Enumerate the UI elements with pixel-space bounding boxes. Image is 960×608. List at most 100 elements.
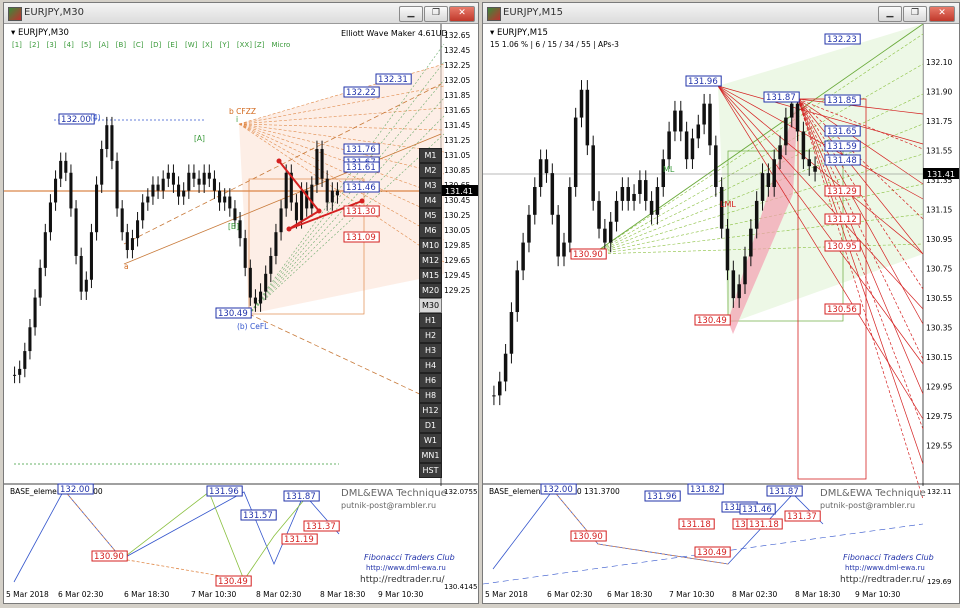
left-price-candle xyxy=(64,160,68,173)
right-price-box-blue: 132.23 xyxy=(827,35,857,45)
right-price-candle xyxy=(503,353,508,382)
wave-label: [A] xyxy=(194,134,205,143)
timeframe-button-m15[interactable]: M15 xyxy=(419,268,442,283)
close-button[interactable]: ✕ xyxy=(929,6,955,22)
right-sub-box-red: 131.37 xyxy=(787,512,817,522)
right-x-tick: 5 Mar 2018 xyxy=(485,590,528,599)
timeframe-button-m12[interactable]: M12 xyxy=(419,253,442,268)
right-price-candle xyxy=(533,187,537,215)
left-x-tick: 8 Mar 18:30 xyxy=(320,590,366,599)
green-fan-line xyxy=(248,61,445,315)
right-sub-box-red-box xyxy=(784,510,821,522)
wave-label: b CFZZ xyxy=(229,107,256,116)
right-price-candle xyxy=(492,395,496,397)
left-price-candle xyxy=(74,208,78,256)
timeframe-button-m1[interactable]: M1 xyxy=(419,148,442,163)
right-sub-box-blue: 131.57 xyxy=(724,503,754,513)
red-fan-line xyxy=(797,98,924,465)
left-chart-canvas[interactable]: ▾ EURJPY,M30 Elliott Wave Maker 4.61UD [1]… xyxy=(4,24,478,602)
right-chart-window[interactable]: EURJPY,M15 ▁ ❐ ✕ ▾ EURJPY,M15 15 1.06 % |… xyxy=(482,2,960,604)
timeframe-button-m20[interactable]: M20 xyxy=(419,283,442,298)
left-price-candle xyxy=(130,238,134,251)
left-price-candle xyxy=(151,184,155,197)
left-price-box-red-box xyxy=(343,231,380,243)
fib-fan-area xyxy=(239,64,444,314)
right-price-candle xyxy=(731,270,736,299)
right-chart-canvas[interactable]: ▾ EURJPY,M15 15 1.06 % | 6 / 15 / 34 / 55… xyxy=(483,24,959,602)
restore-button[interactable]: ❐ xyxy=(424,6,448,22)
wave-button: [E] xyxy=(168,41,178,49)
timeframe-button-h1[interactable]: H1 xyxy=(419,313,442,328)
minimize-button[interactable]: ▁ xyxy=(878,6,902,22)
timeframe-button-mn1[interactable]: MN1 xyxy=(419,448,442,463)
left-chart-window[interactable]: EURJPY,M30 ▁ ❐ ✕ ▾ EURJPY,M30 Elliott Wav… xyxy=(3,2,479,604)
red-fan-line-b xyxy=(717,85,924,310)
timeframe-button-h3[interactable]: H3 xyxy=(419,343,442,358)
wave-point xyxy=(286,226,292,232)
timeframe-button-m5[interactable]: M5 xyxy=(419,208,442,223)
left-price-candle xyxy=(120,208,124,233)
left-y-tick: 131.45 xyxy=(444,121,470,130)
fib-fan-line xyxy=(238,107,445,125)
right-sub-scale-bottom: 129.69 xyxy=(927,578,952,586)
left-price-box-blue: 132.31 xyxy=(378,75,408,85)
right-sub-box-blue: 131.46 xyxy=(742,505,772,515)
right-price-candle xyxy=(679,110,683,132)
timeframe-button-m10[interactable]: M10 xyxy=(419,238,442,253)
right-titlebar[interactable]: EURJPY,M15 ▁ ❐ ✕ xyxy=(483,3,959,24)
timeframe-button-h6[interactable]: H6 xyxy=(419,373,442,388)
green-fan-line xyxy=(248,79,445,315)
timeframe-button-h2[interactable]: H2 xyxy=(419,328,442,343)
right-price-box-blue-box xyxy=(824,94,861,106)
left-price-candle xyxy=(218,190,222,203)
timeframe-button-m2[interactable]: M2 xyxy=(419,163,442,178)
timeframe-button-d1[interactable]: D1 xyxy=(419,418,442,433)
left-price-candle xyxy=(207,172,211,179)
close-button[interactable]: ✕ xyxy=(449,6,475,22)
left-price-box-blue: 131.61 xyxy=(346,163,376,173)
wave-label: (4) xyxy=(90,113,101,122)
fib-fan-line xyxy=(238,123,445,131)
left-y-tick: 132.25 xyxy=(444,61,470,70)
timeframe-button-m30[interactable]: M30 xyxy=(419,298,442,313)
left-sub-box-blue: 132.00 xyxy=(60,485,90,495)
right-y-tick: 132.10 xyxy=(926,58,952,67)
right-price-box-blue: 131.85 xyxy=(827,96,857,106)
right-price-box-red-box xyxy=(824,240,861,252)
left-price-candle xyxy=(105,125,109,149)
green-fan-line xyxy=(248,133,445,315)
left-sub-box-red: 131.19 xyxy=(284,535,314,545)
right-price-box-red: 130.56 xyxy=(827,305,857,315)
right-price-box-red-box xyxy=(824,185,861,197)
timeframe-button-h8[interactable]: H8 xyxy=(419,388,442,403)
wave-button: [D] xyxy=(150,41,161,49)
red-fan-line xyxy=(797,98,924,150)
right-price-box-red: 131.29 xyxy=(827,187,857,197)
left-price-candle xyxy=(141,202,145,221)
restore-button[interactable]: ❐ xyxy=(903,6,927,22)
timeframe-button-m6[interactable]: M6 xyxy=(419,223,442,238)
timeframe-button-h4[interactable]: H4 xyxy=(419,358,442,373)
left-price-candle xyxy=(110,125,114,161)
left-sub-box-blue: 131.96 xyxy=(209,487,239,497)
left-price-candle xyxy=(335,190,339,196)
timeframe-button-m4[interactable]: M4 xyxy=(419,193,442,208)
right-price-candle xyxy=(708,103,712,146)
timeframe-button-w1[interactable]: W1 xyxy=(419,433,442,448)
timeframe-button-hst[interactable]: HST xyxy=(419,463,442,478)
right-y-tick: 130.75 xyxy=(926,265,952,274)
left-sub-box-red-box xyxy=(303,520,340,532)
left-price-candle xyxy=(89,232,93,280)
right-sub-box-red-box xyxy=(678,518,715,530)
minimize-button[interactable]: ▁ xyxy=(399,6,423,22)
right-x-tick: 9 Mar 10:30 xyxy=(855,590,901,599)
timeframe-button-h12[interactable]: H12 xyxy=(419,403,442,418)
right-y-tick: 129.55 xyxy=(926,442,952,451)
right-sub-box-blue-box xyxy=(739,503,776,515)
left-price-candle xyxy=(187,172,191,191)
left-titlebar[interactable]: EURJPY,M30 ▁ ❐ ✕ xyxy=(4,3,478,24)
timeframe-button-m3[interactable]: M3 xyxy=(419,178,442,193)
left-price-box-blue: 130.49 xyxy=(218,309,248,319)
left-price-candle xyxy=(100,148,104,185)
wave-label: i xyxy=(236,115,238,124)
